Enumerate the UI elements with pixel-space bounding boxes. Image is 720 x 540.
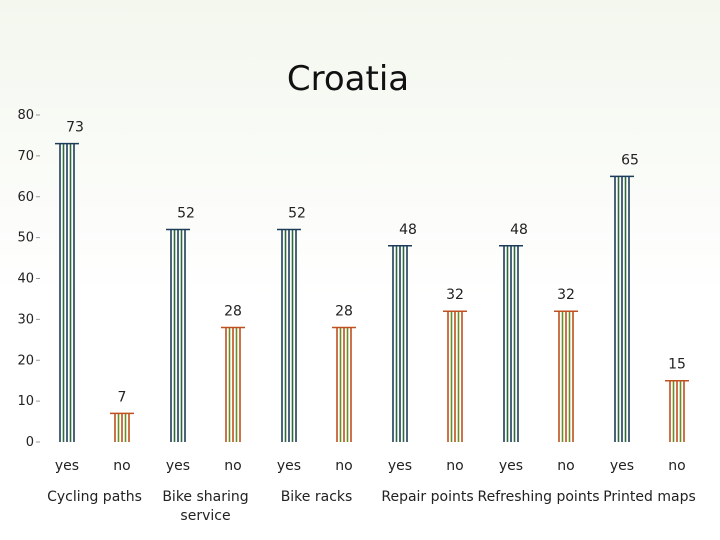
bar-cycling-paths-no: [110, 412, 134, 442]
data-label: 32: [557, 287, 575, 303]
y-tick-label: 80: [17, 108, 34, 123]
x-group-label: Printed maps: [603, 489, 696, 505]
x-group-label: Bike racks: [281, 489, 353, 505]
y-tick-label: 10: [17, 394, 34, 409]
bar-refreshing-points-yes: [499, 245, 523, 442]
bar-printed-maps-yes: [610, 175, 634, 442]
x-group-label-line: Bike sharing: [162, 489, 248, 505]
x-axis: yes no Cycling paths yes no Bike sharing servi…: [47, 458, 696, 524]
x-group-label: Refreshing points: [478, 489, 600, 505]
bar-refreshing-points-no: [554, 310, 578, 442]
y-axis: 0 10 20 30 40 50 60 70 80: [17, 108, 40, 450]
x-sub-label: yes: [277, 458, 301, 474]
x-sub-label: no: [557, 458, 574, 474]
data-label: 65: [621, 152, 639, 168]
y-tick-label: 30: [17, 312, 34, 327]
y-tick-label: 0: [26, 435, 34, 450]
bar-repair-points-no: [443, 310, 467, 442]
bar-bike-sharing-service-yes: [166, 228, 190, 442]
bar-printed-maps-no: [665, 379, 689, 442]
x-sub-label: yes: [388, 458, 412, 474]
x-group-label: Repair points: [381, 489, 473, 505]
data-label: 7: [118, 389, 127, 405]
y-tick-label: 70: [17, 149, 34, 164]
data-label: 48: [510, 222, 528, 238]
x-sub-label: no: [668, 458, 685, 474]
data-label: 48: [399, 222, 417, 238]
x-sub-label: no: [224, 458, 241, 474]
data-label: 32: [446, 287, 464, 303]
x-group-label: Bike sharing service: [162, 489, 248, 524]
bar-bike-sharing-service-no: [221, 326, 245, 442]
bar-bike-racks-yes: [277, 228, 301, 442]
chart-title: Croatia: [287, 59, 409, 99]
x-sub-label: yes: [166, 458, 190, 474]
x-sub-label: no: [446, 458, 463, 474]
y-tick-label: 20: [17, 353, 34, 368]
bars: [55, 142, 689, 443]
data-label: 15: [668, 357, 686, 373]
data-label: 28: [224, 304, 242, 320]
data-label: 52: [177, 205, 195, 221]
x-sub-label: yes: [499, 458, 523, 474]
bar-repair-points-yes: [388, 245, 412, 442]
x-sub-label: yes: [610, 458, 634, 474]
x-group-label-line: service: [180, 508, 230, 524]
bar-cycling-paths-yes: [55, 142, 79, 443]
bar-bike-racks-no: [332, 326, 356, 442]
data-label: 28: [335, 304, 353, 320]
data-label: 73: [66, 120, 84, 136]
data-label: 52: [288, 205, 306, 221]
x-sub-label: yes: [55, 458, 79, 474]
y-tick-label: 50: [17, 231, 34, 246]
y-tick-label: 40: [17, 272, 34, 287]
x-group-label: Cycling paths: [47, 489, 142, 505]
x-sub-label: no: [113, 458, 130, 474]
x-sub-label: no: [335, 458, 352, 474]
y-tick-label: 60: [17, 190, 34, 205]
data-labels: 73 7 52 28 52 28 48 32 48 32 65 15: [66, 120, 686, 406]
